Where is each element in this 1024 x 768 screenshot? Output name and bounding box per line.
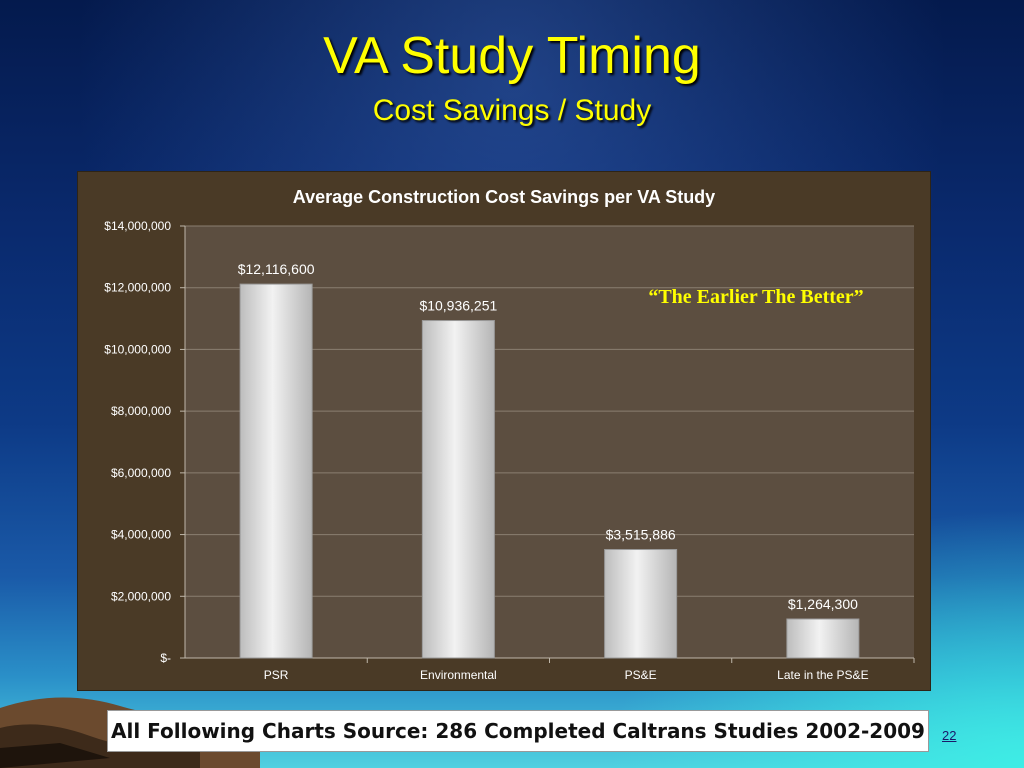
slide-subtitle: Cost Savings / Study	[372, 94, 652, 127]
source-note: All Following Charts Source: 286 Complet…	[107, 710, 929, 752]
y-tick-label: $-	[160, 651, 171, 665]
bar-chart: Average Construction Cost Savings per VA…	[104, 187, 915, 682]
y-tick-label: $12,000,000	[104, 281, 171, 295]
page-number[interactable]: 22	[942, 728, 957, 743]
slide-title: VA Study Timing	[323, 27, 701, 85]
y-tick-label: $2,000,000	[111, 589, 171, 603]
bar	[786, 618, 860, 659]
bar	[421, 320, 495, 659]
y-tick-label: $10,000,000	[104, 342, 171, 356]
data-label: $10,936,251	[419, 298, 497, 314]
data-label: $12,116,600	[238, 261, 315, 277]
y-tick-label: $6,000,000	[111, 466, 171, 480]
data-label: $3,515,886	[606, 527, 676, 543]
data-label: $1,264,300	[788, 596, 858, 612]
bar	[604, 549, 678, 659]
bar	[239, 283, 313, 659]
x-tick-label: Late in the PS&E	[777, 668, 868, 682]
x-axis-ticks: PSR Environmental PS&E Late in the PS&E	[264, 658, 915, 682]
y-tick-label: $4,000,000	[111, 528, 171, 542]
source-note-text: All Following Charts Source: 286 Complet…	[111, 719, 925, 743]
chart-container: Average Construction Cost Savings per VA…	[78, 172, 930, 690]
bars: $12,116,600 $10,936,251 $3,515,886 $1,264,3…	[238, 261, 860, 659]
x-tick-label: Environmental	[420, 668, 497, 682]
y-tick-label: $8,000,000	[111, 404, 171, 418]
chart-title: Average Construction Cost Savings per VA…	[293, 187, 715, 207]
annotation-text: “The Earlier The Better”	[648, 286, 863, 308]
x-tick-label: PSR	[264, 668, 289, 682]
y-axis-ticks: $- $2,000,000 $4,000,000 $6,000,000 $8,000,0…	[104, 219, 186, 665]
y-tick-label: $14,000,000	[104, 219, 171, 233]
x-tick-label: PS&E	[625, 668, 657, 682]
